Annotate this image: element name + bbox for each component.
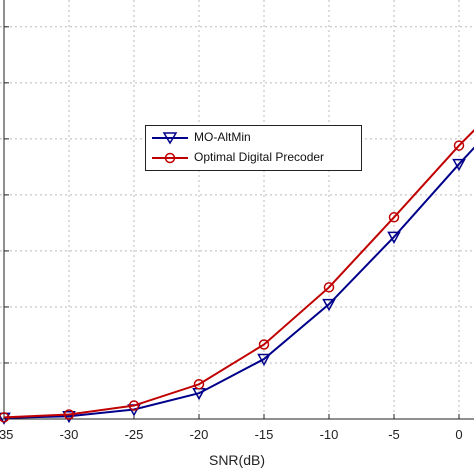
legend-label-optimal-digital-precoder: Optimal Digital Precoder: [194, 150, 325, 164]
data-point-circle: [453, 140, 465, 151]
data-point-triangle: [257, 353, 271, 367]
data-point-triangle: [322, 298, 336, 312]
legend-swatch-optimal-digital-precoder: [152, 152, 188, 164]
legend-item-optimal-digital-precoder: Optimal Digital Precoder: [146, 148, 361, 168]
chart-legend: MO-AltMin Optimal Digital Precoder: [145, 125, 362, 171]
series-line-1: [3, 129, 474, 419]
series-line-0: [3, 146, 474, 419]
legend-swatch-mo-altmin: [152, 132, 188, 145]
legend-label-mo-altmin: MO-AltMin: [194, 130, 251, 144]
x-tick-label: -25: [125, 427, 144, 442]
x-tick-label: 0: [455, 427, 462, 442]
data-point-circle: [193, 379, 205, 390]
data-point-triangle: [387, 231, 401, 244]
data-point-circle: [258, 339, 270, 350]
x-tick-label: -30: [60, 427, 79, 442]
x-axis-label: SNR(dB): [208, 452, 265, 468]
data-point-triangle: [62, 410, 76, 424]
x-tick-label: -20: [190, 427, 209, 442]
data-point-circle: [388, 212, 400, 223]
x-tick-label: -15: [255, 427, 274, 442]
data-point-circle: [0, 412, 10, 423]
x-tick-label: -5: [388, 427, 400, 442]
data-point-circle: [323, 282, 335, 293]
legend-item-mo-altmin: MO-AltMin: [146, 128, 361, 148]
data-point-triangle: [452, 158, 466, 172]
data-point-circle: [128, 400, 140, 411]
data-point-circle: [63, 409, 75, 420]
x-tick-label: -10: [320, 427, 339, 442]
x-tick-label: -35: [0, 427, 13, 442]
